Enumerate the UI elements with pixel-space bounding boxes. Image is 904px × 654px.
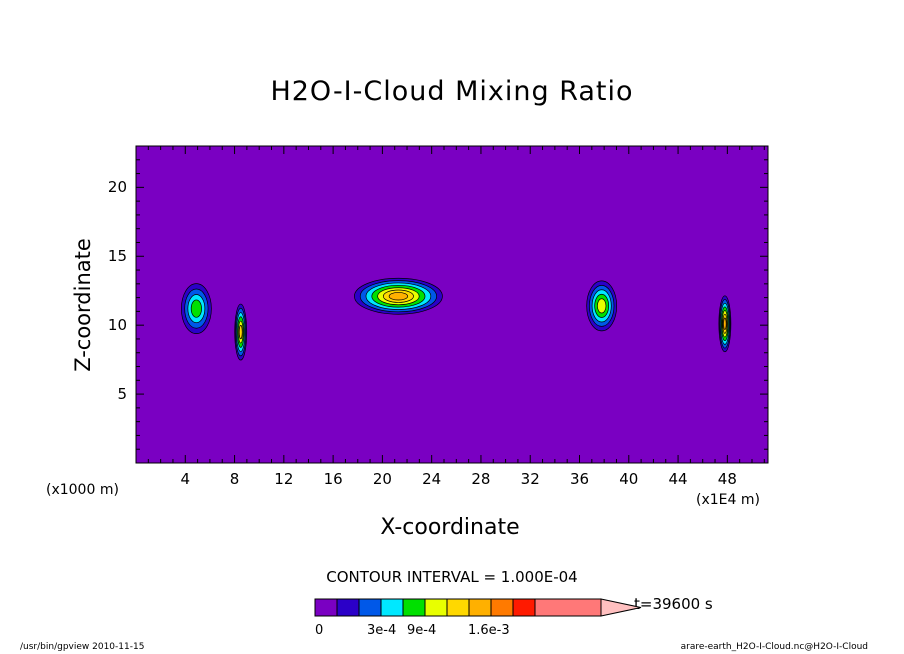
x-tick-label: 16 (323, 470, 343, 488)
contour-interval-text: CONTOUR INTERVAL = 1.000E-04 (326, 568, 578, 586)
footer-left: /usr/bin/gpview 2010-11-15 (20, 642, 145, 652)
colorbar-swatch (402, 598, 426, 617)
x-axis-label: X-coordinate (380, 515, 520, 540)
cloud-cell-2-level-7 (388, 292, 409, 301)
time-label: t=39600 s (634, 595, 713, 613)
plot-frame (135, 145, 769, 464)
colorbar-swatch (314, 598, 338, 617)
x-tick-label: 40 (619, 470, 639, 488)
colorbar-tick-label: 1.6e-3 (468, 623, 510, 638)
field-background (136, 146, 768, 463)
colorbar-swatch (424, 598, 448, 617)
colorbar-swatch (512, 598, 536, 617)
cloud-cell-1-level-6 (238, 324, 243, 340)
x-tick-label: 8 (229, 470, 240, 488)
cloud-cell-3-level-5 (597, 298, 607, 314)
x-tick-label: 20 (372, 470, 392, 488)
y-tick-label: 20 (107, 178, 127, 197)
x-tick-label: 44 (668, 470, 688, 488)
colorbar-swatch (446, 598, 470, 617)
footer-right: arare-earth_H2O-I-Cloud.nc@H2O-I-Cloud (680, 642, 868, 652)
colorbar-swatch (336, 598, 360, 617)
x-tick-label: 36 (569, 470, 590, 488)
cloud-cell-0-level-4 (190, 299, 202, 318)
colorbar-swatch (468, 598, 492, 617)
chart-title: H2O-I-Cloud Mixing Ratio (270, 76, 634, 107)
x-tick-label: 28 (471, 470, 491, 488)
colorbar-swatch (380, 598, 404, 617)
x-tick-label: 12 (274, 470, 294, 488)
y-tick-label: 5 (117, 385, 127, 404)
cloud-cell-4-level-7 (723, 317, 727, 331)
colorbar-swatch (358, 598, 382, 617)
x-unit-note: (x1E4 m) (696, 492, 760, 508)
y-tick-label: 15 (107, 247, 127, 266)
colorbar-swatch (490, 598, 514, 617)
x-tick-label: 24 (422, 470, 442, 488)
colorbar-tick-label: 9e-4 (407, 623, 437, 638)
colorbar-tick-label: 0 (315, 623, 324, 638)
y-unit-note: (x1000 m) (46, 482, 119, 498)
x-tick-label: 32 (520, 470, 540, 488)
x-tick-label: 48 (717, 470, 737, 488)
colorbar-extension (600, 598, 642, 617)
colorbar-tick-label: 3e-4 (367, 623, 397, 638)
y-tick-label: 10 (107, 316, 127, 335)
colorbar-swatch (534, 598, 602, 617)
x-tick-label: 4 (180, 470, 191, 488)
